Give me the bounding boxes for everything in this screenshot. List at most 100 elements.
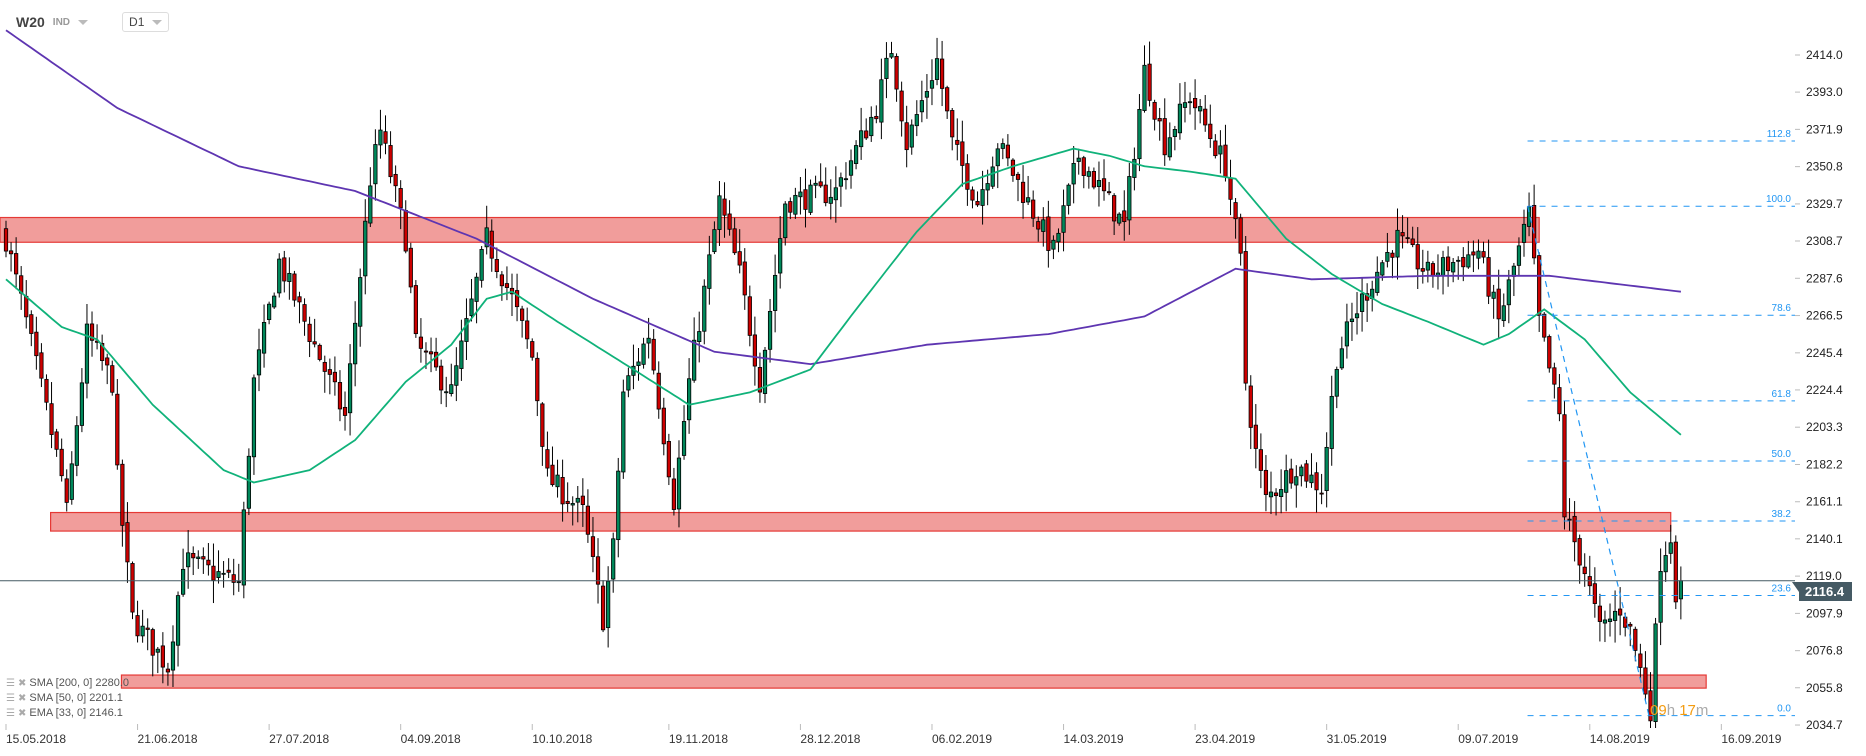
instrument-type[interactable]: IND bbox=[52, 16, 71, 28]
candle-down bbox=[970, 189, 975, 201]
y-tick-label: 2350.8 bbox=[1806, 160, 1843, 174]
candle-up bbox=[889, 53, 894, 58]
candle-up bbox=[1324, 446, 1329, 492]
candle-down bbox=[1273, 492, 1279, 497]
candle-down bbox=[383, 131, 388, 144]
candle-up bbox=[869, 116, 874, 137]
candle-down bbox=[1248, 385, 1253, 428]
candle-up bbox=[1501, 305, 1506, 322]
candle-up bbox=[778, 238, 783, 274]
candle-up bbox=[267, 303, 272, 320]
candle-down bbox=[1471, 251, 1476, 256]
candle-up bbox=[353, 322, 358, 365]
chevron-down-icon[interactable] bbox=[78, 19, 89, 25]
candle-up bbox=[879, 79, 884, 123]
candle-up bbox=[641, 343, 646, 365]
y-tick-label: 2371.9 bbox=[1806, 122, 1843, 136]
candle-down bbox=[1446, 256, 1451, 272]
candle-up bbox=[1041, 219, 1046, 232]
candle-down bbox=[1101, 178, 1107, 192]
candle-up bbox=[1294, 476, 1299, 486]
candle-down bbox=[403, 210, 408, 252]
timeframe-select[interactable]: D1 bbox=[122, 12, 170, 32]
y-tick-label: 2308.7 bbox=[1806, 234, 1843, 248]
candle-up bbox=[1491, 291, 1496, 299]
fib-level-label: 78.6 bbox=[1772, 303, 1792, 314]
candle-down bbox=[565, 500, 570, 504]
candle-up bbox=[1279, 489, 1284, 497]
candle-up bbox=[1663, 555, 1668, 573]
candle-down bbox=[747, 296, 752, 336]
candle-down bbox=[1537, 255, 1542, 316]
candle-down bbox=[115, 393, 120, 466]
y-tick-label: 2245.4 bbox=[1806, 346, 1843, 360]
settings-icon[interactable]: ☰ bbox=[6, 708, 15, 719]
candle-up bbox=[616, 470, 621, 541]
candle-up bbox=[1329, 395, 1334, 449]
candle-down bbox=[1496, 288, 1501, 320]
candle-down bbox=[560, 476, 565, 505]
candle-up bbox=[853, 145, 859, 164]
candle-up bbox=[1506, 279, 1511, 306]
y-tick-label: 2034.7 bbox=[1806, 718, 1843, 732]
close-icon[interactable]: ✖ bbox=[17, 678, 27, 689]
candle-up bbox=[1172, 129, 1177, 137]
fib-level-label: 100.0 bbox=[1766, 194, 1791, 205]
candle-up bbox=[1177, 103, 1183, 134]
legend-item-sma50: ☰ ✖ SMA [50, 0] 2201.1 bbox=[6, 691, 129, 706]
candle-up bbox=[626, 375, 631, 391]
candle-down bbox=[408, 247, 413, 288]
candle-up bbox=[909, 124, 914, 148]
candle-down bbox=[211, 565, 216, 581]
candle-up bbox=[1056, 232, 1061, 243]
candle-up bbox=[687, 378, 692, 421]
candle-up bbox=[155, 648, 160, 653]
candle-down bbox=[1420, 268, 1425, 272]
candle-up bbox=[241, 509, 246, 586]
candle-up bbox=[444, 391, 449, 394]
candle-down bbox=[525, 320, 530, 340]
candle-down bbox=[1572, 515, 1577, 543]
fib-level-label: 112.8 bbox=[1767, 129, 1792, 140]
x-tick-label: 10.10.2018 bbox=[532, 732, 592, 746]
candle-up bbox=[1466, 254, 1471, 268]
candle-up bbox=[484, 227, 489, 248]
close-icon[interactable]: ✖ bbox=[17, 693, 27, 704]
candle-down bbox=[1638, 653, 1643, 668]
candle-down bbox=[59, 448, 64, 477]
x-tick-label: 23.04.2019 bbox=[1195, 732, 1255, 746]
close-icon[interactable]: ✖ bbox=[17, 708, 27, 719]
candle-down bbox=[1005, 144, 1010, 159]
candle-up bbox=[611, 538, 616, 580]
candle-down bbox=[1673, 541, 1678, 603]
candle-down bbox=[322, 361, 327, 372]
candle-down bbox=[494, 259, 499, 273]
settings-icon[interactable]: ☰ bbox=[6, 693, 15, 704]
candle-up bbox=[1668, 542, 1673, 554]
countdown-hours: 09 bbox=[1650, 702, 1667, 719]
candle-down bbox=[975, 201, 980, 206]
candle-down bbox=[1036, 221, 1041, 230]
last-price-label: 2116.4 bbox=[1791, 581, 1853, 601]
candle-down bbox=[297, 296, 302, 303]
fib-level-label: 38.2 bbox=[1772, 509, 1792, 520]
candle-down bbox=[388, 145, 393, 178]
candle-down bbox=[1481, 251, 1486, 258]
settings-icon[interactable]: ☰ bbox=[6, 678, 15, 689]
candle-up bbox=[813, 182, 818, 186]
candle-up bbox=[707, 254, 712, 289]
candle-down bbox=[520, 308, 525, 321]
candle-down bbox=[1633, 628, 1638, 651]
candle-up bbox=[479, 249, 484, 281]
y-tick-label: 2266.5 bbox=[1806, 309, 1843, 323]
candle-up bbox=[1602, 619, 1608, 624]
candle-down bbox=[39, 352, 44, 379]
candle-down bbox=[1597, 605, 1602, 622]
candle-down bbox=[1405, 237, 1410, 240]
timeframe-value: D1 bbox=[129, 15, 145, 29]
candle-up bbox=[1066, 184, 1071, 206]
candle-up bbox=[692, 339, 697, 381]
x-tick-label: 21.06.2018 bbox=[138, 732, 198, 746]
candle-down bbox=[1147, 63, 1152, 101]
